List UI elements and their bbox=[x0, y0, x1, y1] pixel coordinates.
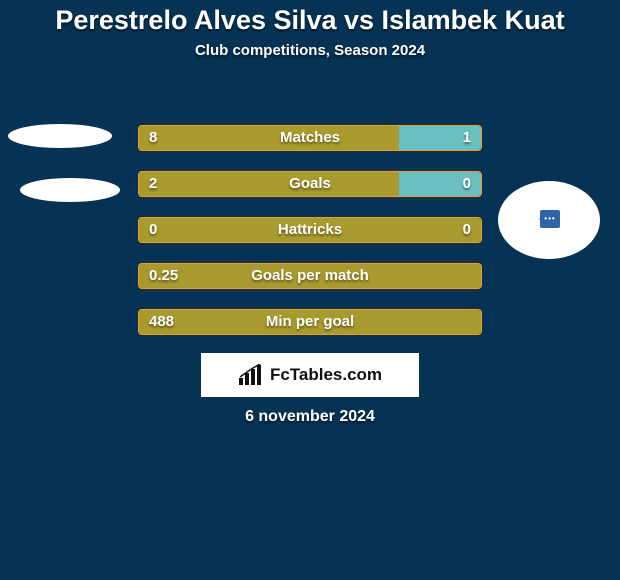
page-title: Perestrelo Alves Silva vs Islambek Kuat bbox=[0, 0, 620, 34]
placeholder-ellipse bbox=[8, 124, 112, 148]
bar-label: Matches bbox=[139, 126, 481, 150]
bar-row: 00Hattricks bbox=[138, 217, 482, 243]
logo-text: FcTables.com bbox=[270, 365, 382, 385]
speech-bubble-icon: ••• bbox=[540, 210, 560, 228]
logo-bars-icon bbox=[238, 364, 264, 386]
comparison-bars: 81Matches 20Goals 00Hattricks 0.25Goals per… bbox=[138, 125, 482, 355]
bar-label: Min per goal bbox=[139, 310, 481, 334]
generated-date: 6 november 2024 bbox=[0, 408, 620, 426]
bar-label: Goals bbox=[139, 172, 481, 196]
bar-row: 488Min per goal bbox=[138, 309, 482, 335]
speech-bubble-dots: ••• bbox=[544, 215, 555, 223]
fctables-logo: FcTables.com bbox=[201, 353, 419, 397]
bar-row: 20Goals bbox=[138, 171, 482, 197]
comparison-infographic: Perestrelo Alves Silva vs Islambek Kuat … bbox=[0, 0, 620, 580]
bar-row: 81Matches bbox=[138, 125, 482, 151]
bar-label: Goals per match bbox=[139, 264, 481, 288]
placeholder-ellipse bbox=[20, 178, 120, 202]
bar-label: Hattricks bbox=[139, 218, 481, 242]
bar-row: 0.25Goals per match bbox=[138, 263, 482, 289]
subtitle: Club competitions, Season 2024 bbox=[0, 42, 620, 59]
